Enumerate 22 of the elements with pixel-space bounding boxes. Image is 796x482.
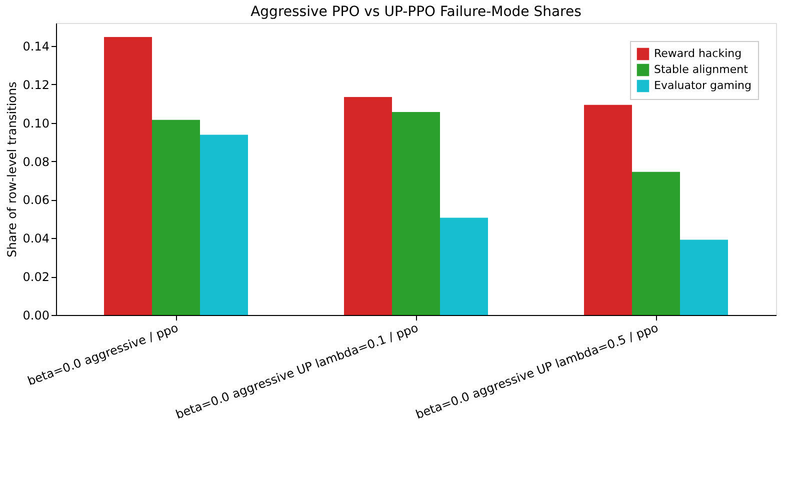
bar <box>344 96 392 315</box>
legend-label: Stable alignment <box>654 63 749 76</box>
legend-label: Reward hacking <box>654 47 742 60</box>
bar <box>584 104 632 315</box>
y-tick-label: 0.00 <box>22 308 50 322</box>
y-tick-label: 0.06 <box>22 193 50 208</box>
bar <box>152 120 200 315</box>
legend-label: Evaluator gaming <box>654 79 752 92</box>
bar <box>680 240 728 315</box>
bar <box>440 218 488 315</box>
y-tick-label: 0.14 <box>22 40 50 54</box>
bar <box>632 172 680 315</box>
y-tick-label: 0.04 <box>22 232 50 246</box>
y-tick-label: 0.08 <box>22 154 50 169</box>
bar <box>104 37 152 315</box>
chart-title: Aggressive PPO vs UP-PPO Failure-Mode Shares <box>250 4 582 20</box>
bar <box>392 112 440 315</box>
y-tick-label: 0.10 <box>22 116 50 130</box>
y-axis-title: Share of row-level transitions <box>4 82 19 258</box>
y-tick-label: 0.02 <box>22 270 50 284</box>
bar <box>200 134 248 315</box>
y-tick-label: 0.12 <box>22 78 50 92</box>
